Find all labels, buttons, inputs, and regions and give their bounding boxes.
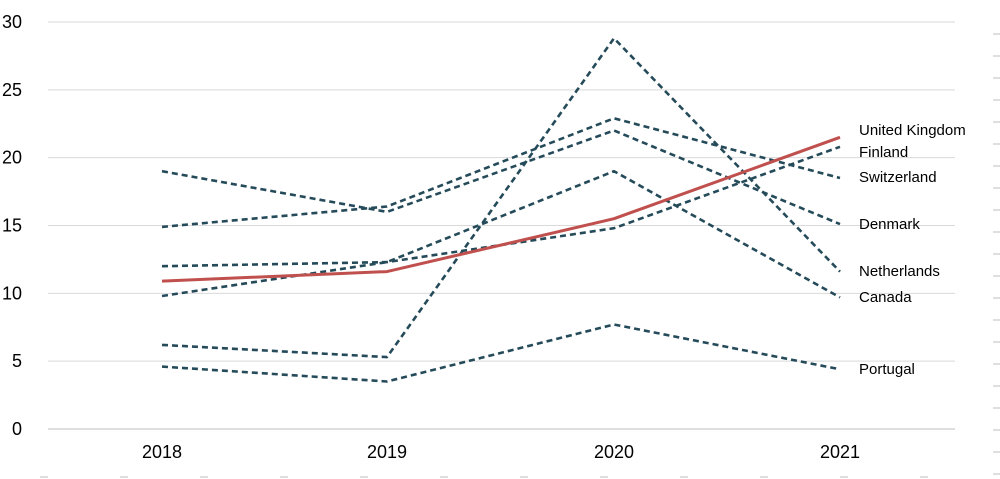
edge-tick-marks bbox=[40, 33, 1000, 478]
series-line-finland bbox=[161, 117, 841, 229]
x-tick-label: 2020 bbox=[594, 442, 634, 462]
series-label-united-kingdom: United Kingdom bbox=[859, 122, 966, 139]
series-label-denmark: Denmark bbox=[859, 216, 920, 233]
x-tick-label: 2021 bbox=[820, 442, 860, 462]
series-lines bbox=[161, 36, 841, 383]
y-tick-label: 25 bbox=[2, 80, 22, 100]
series-label-portugal: Portugal bbox=[859, 361, 915, 378]
x-axis-tick-labels: 2018 2019 2020 2021 bbox=[142, 442, 860, 462]
y-tick-label: 15 bbox=[2, 216, 22, 236]
series-line-portugal bbox=[161, 323, 841, 383]
y-tick-label: 5 bbox=[12, 351, 22, 371]
y-tick-label: 20 bbox=[2, 148, 22, 168]
series-label-switzerland: Switzerland bbox=[859, 169, 937, 186]
x-tick-label: 2018 bbox=[142, 442, 182, 462]
y-tick-label: 30 bbox=[2, 12, 22, 32]
series-end-labels: United Kingdom Finland Switzerland Denmark N… bbox=[859, 122, 966, 378]
series-label-netherlands: Netherlands bbox=[859, 263, 940, 280]
series-label-finland: Finland bbox=[859, 144, 908, 161]
series-line-denmark bbox=[161, 36, 841, 359]
series-line-united-kingdom bbox=[161, 135, 841, 283]
series-line-canada bbox=[161, 145, 841, 268]
series-label-canada: Canada bbox=[859, 289, 912, 306]
y-tick-label: 10 bbox=[2, 283, 22, 303]
x-tick-label: 2019 bbox=[367, 442, 407, 462]
series-line-switzerland bbox=[161, 129, 841, 226]
y-axis-tick-labels: 0 5 10 15 20 25 30 bbox=[2, 12, 22, 439]
series-line-netherlands bbox=[161, 169, 841, 299]
y-tick-label: 0 bbox=[12, 419, 22, 439]
gridlines bbox=[48, 21, 955, 430]
